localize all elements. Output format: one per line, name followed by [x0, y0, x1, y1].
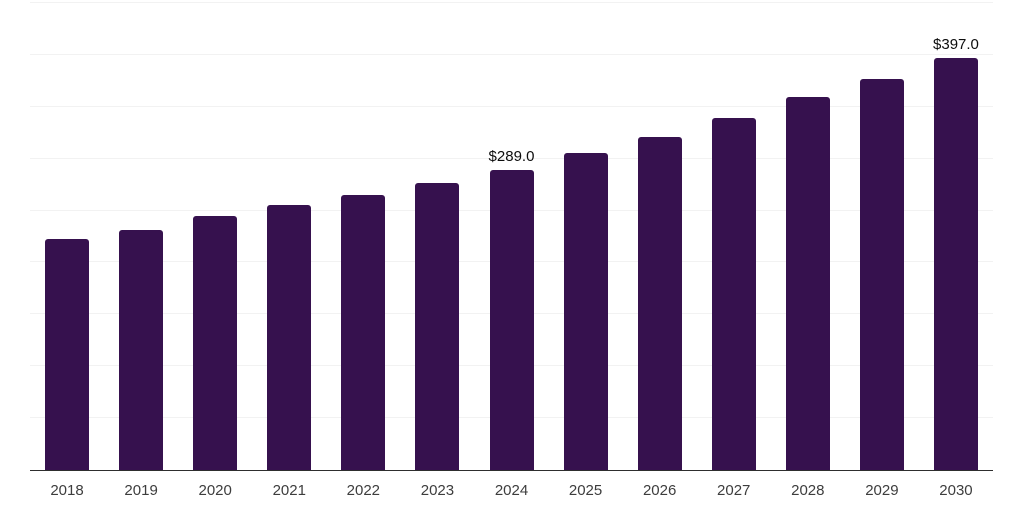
bar-2021 [267, 205, 312, 470]
x-tick-label-2025: 2025 [568, 482, 603, 499]
x-tick-label-2021: 2021 [272, 482, 306, 499]
gridline-300 [30, 157, 993, 159]
bar-2019 [119, 230, 164, 470]
x-tick-label-2018: 2018 [50, 482, 84, 499]
gridline-400 [30, 53, 993, 55]
bar-2027 [711, 118, 756, 470]
bar-2030 [933, 58, 978, 470]
bar-2026 [637, 136, 682, 470]
bar-2022 [341, 195, 386, 470]
x-tick-label-2027: 2027 [717, 482, 751, 499]
gridline-450 [30, 2, 993, 3]
x-tick-label-2019: 2019 [124, 482, 158, 499]
bar-2023 [415, 182, 460, 470]
bar-2025 [563, 153, 608, 470]
value-label-2030: $397.0 [933, 36, 979, 54]
x-axis: 2018 2019 2020 2021 2022 2023 2024 2025 2026 2027… [30, 481, 993, 505]
x-tick-label-2024: 2024 [494, 482, 529, 499]
x-tick-label-2026: 2026 [642, 482, 677, 499]
x-tick-label-2028: 2028 [791, 482, 825, 499]
bar-2028 [785, 97, 830, 470]
bar-2018 [45, 238, 90, 470]
bar-2024 [489, 170, 534, 470]
value-label-2024: $289.0 [488, 148, 535, 166]
bar-2020 [193, 215, 238, 470]
x-tick-label-2022: 2022 [346, 482, 381, 499]
gridline-350 [30, 105, 993, 107]
bar-2029 [859, 78, 904, 470]
plot-area: $289.0 $397.0 [30, 2, 993, 471]
x-tick-label-2030: 2030 [939, 482, 973, 499]
x-tick-label-2020: 2020 [198, 482, 232, 499]
x-tick-label-2029: 2029 [865, 482, 899, 499]
x-tick-label-2023: 2023 [420, 482, 455, 499]
